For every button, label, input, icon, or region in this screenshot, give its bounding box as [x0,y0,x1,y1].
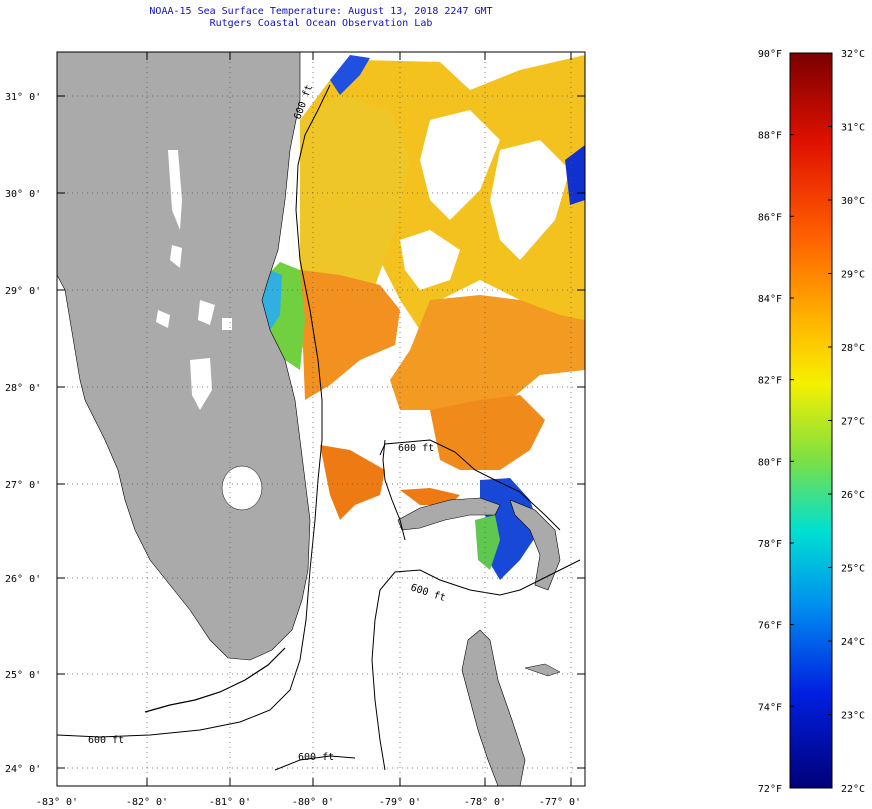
florida-land [57,52,311,661]
fahrenheit-label: 74°F [758,702,782,713]
lat-label: 26° 0' [5,574,41,585]
celsius-label: 22°C [841,784,865,795]
lon-label: -80° 0' [292,797,334,808]
sst-blue-right [565,145,585,205]
sst-orange-area-5 [400,488,460,505]
lon-label: -78° 0' [464,797,506,808]
contour-label-5: 600 ft [298,752,334,763]
cloud-gap-2 [490,140,570,260]
celsius-label: 32°C [841,49,865,60]
title-line-2: Rutgers Coastal Ocean Observation Lab [209,18,433,29]
celsius-label: 30°C [841,196,865,207]
fahrenheit-label: 76°F [758,621,782,632]
fahrenheit-label: 72°F [758,784,782,795]
lake-okeechobee [221,465,263,511]
celsius-label: 31°C [841,123,865,134]
color-bar: 90°F 88°F 86°F 84°F 82°F 80°F 78°F 76°F 74°F 72°F… [758,49,865,795]
celsius-label: 29°C [841,270,865,281]
fahrenheit-label: 82°F [758,376,782,387]
celsius-label: 24°C [841,637,865,648]
lat-label: 25° 0' [5,670,41,681]
celsius-label: 28°C [841,343,865,354]
celsius-label: 26°C [841,490,865,501]
contour-label-2: 600 ft [398,443,434,454]
berry-islands [524,663,561,677]
sst-blue-top [330,55,370,95]
celsius-label: 25°C [841,564,865,575]
lat-label: 29° 0' [5,286,41,297]
longitude-labels: -83° 0' -82° 0' -81° 0' -80° 0' -79° 0' … [36,797,581,808]
celsius-label: 27°C [841,417,865,428]
inland-lakes [156,150,232,410]
lat-label: 27° 0' [5,480,41,491]
sst-orange-area-3 [430,395,545,470]
cloud-gap-1 [420,110,500,220]
lon-label: -79° 0' [379,797,421,808]
lon-label: -83° 0' [36,797,78,808]
sst-orange-area-4 [320,445,385,520]
latitude-labels: 31° 0' 30° 0' 29° 0' 28° 0' 27° 0' 26° 0… [5,92,41,775]
fahrenheit-label: 84°F [758,294,782,305]
lon-label: -82° 0' [126,797,168,808]
fahrenheit-label: 78°F [758,539,782,550]
fahrenheit-label: 86°F [758,212,782,223]
sst-orange-area-1 [300,270,400,400]
fahrenheit-label: 80°F [758,457,782,468]
cloud-gap-3 [400,230,460,290]
lat-label: 30° 0' [5,189,41,200]
celsius-label: 23°C [841,711,865,722]
lon-label: -81° 0' [209,797,251,808]
sst-green-bits [475,515,500,570]
lat-label: 24° 0' [5,764,41,775]
andros [461,629,526,786]
grand-bahama [397,497,501,531]
lat-label: 31° 0' [5,92,41,103]
fahrenheit-label: 90°F [758,49,782,60]
lat-label: 28° 0' [5,383,41,394]
abaco [509,499,561,591]
map-ticks [57,52,585,786]
color-bar-gradient [789,52,833,789]
cloud-gap-4 [330,385,380,440]
florida-keys [144,647,286,713]
contour-label-4: 600 ft [88,735,124,746]
title-line-1: NOAA-15 Sea Surface Temperature: August … [149,6,493,17]
fahrenheit-label: 88°F [758,131,782,142]
map-frame [56,51,586,787]
celsius-labels: 32°C 31°C 30°C 29°C 28°C 27°C 26°C 25°C 24°C 23°C… [841,49,865,795]
lon-label: -77° 0' [539,797,581,808]
fahrenheit-labels: 90°F 88°F 86°F 84°F 82°F 80°F 78°F 76°F 74°F 72°F [758,49,782,795]
contour-label-3: 600 ft [409,582,447,604]
graticule [57,52,585,786]
sst-orange-area-2 [390,295,585,420]
color-bar-ticks [790,52,832,789]
